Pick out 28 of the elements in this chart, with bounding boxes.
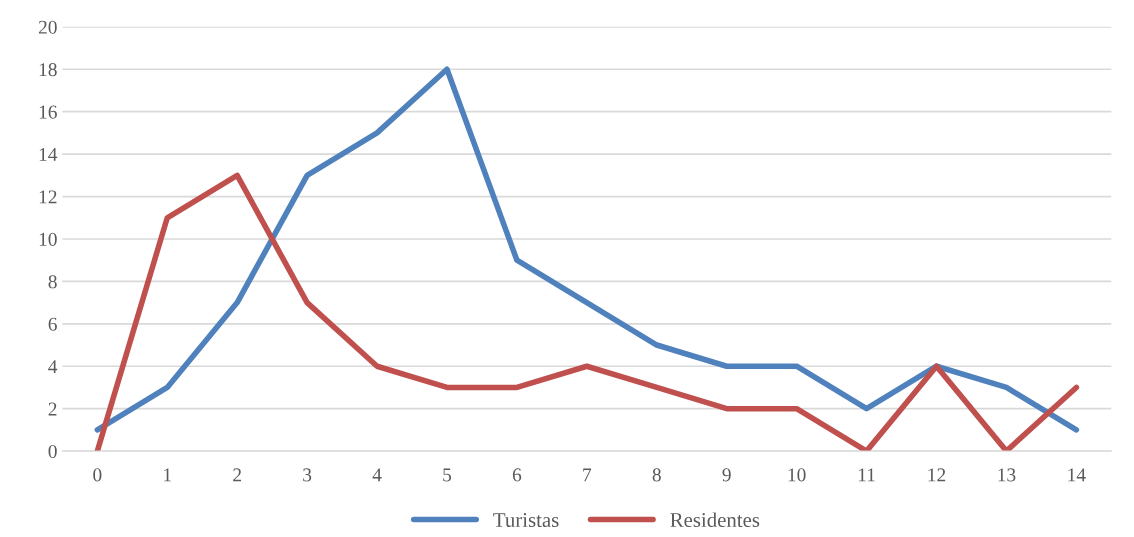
- y-tick-label: 10: [39, 232, 57, 246]
- x-tick-label: 11: [858, 468, 875, 482]
- y-tick-label: 4: [48, 360, 58, 373]
- y-tick-label: 14: [39, 148, 58, 161]
- y-tick-label: 8: [48, 275, 57, 289]
- x-tick-label: 9: [722, 468, 731, 482]
- x-tick-label: 0: [93, 468, 102, 482]
- x-tick-label: 13: [998, 468, 1016, 482]
- y-tick-label: 0: [48, 444, 57, 459]
- legend-label: Residentes: [670, 512, 760, 528]
- x-tick-label: 12: [928, 468, 946, 482]
- y-tick-label: 16: [39, 105, 57, 119]
- y-tick-label: 20: [38, 20, 57, 34]
- x-tick-label: 14: [1068, 468, 1086, 482]
- x-tick-label: 6: [512, 468, 522, 482]
- legend-label: Turistas: [493, 513, 559, 528]
- x-tick-label: 3: [303, 468, 312, 482]
- x-tick-label: 10: [788, 468, 806, 482]
- y-tick-label: 18: [39, 63, 57, 77]
- y-tick-label: 6: [48, 317, 57, 331]
- y-tick-label: 2: [48, 402, 57, 416]
- x-tick-label: 7: [583, 468, 592, 482]
- x-tick-label: 8: [652, 468, 661, 482]
- y-tick-label: 12: [39, 190, 57, 204]
- x-tick-label: 1: [164, 468, 171, 482]
- x-tick-label: 2: [233, 468, 241, 482]
- x-tick-label: 4: [372, 468, 382, 482]
- x-tick-label: 5: [443, 468, 452, 482]
